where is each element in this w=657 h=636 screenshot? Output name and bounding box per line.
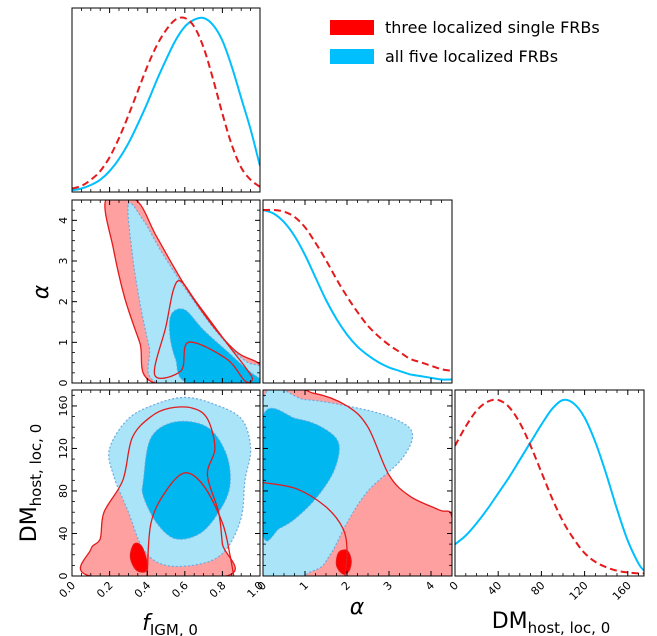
x-tick-label: 3 xyxy=(381,579,395,593)
contour-red-outer-line xyxy=(263,390,452,576)
marginal-line-five-frbs xyxy=(455,398,644,572)
contour-red-core xyxy=(335,549,352,575)
plot-area xyxy=(72,16,260,192)
contour-blue-inner xyxy=(168,308,260,383)
plot-area xyxy=(455,398,644,575)
contour-red-outer-line xyxy=(79,406,236,576)
contour-blue-inner xyxy=(141,420,231,540)
legend: three localized single FRBs all five loca… xyxy=(330,18,600,66)
contour-red-inner-line xyxy=(153,280,254,383)
panel-frame xyxy=(71,7,261,193)
x-tick-label: 0.0 xyxy=(57,579,79,601)
contour-blue-inner xyxy=(263,407,340,542)
legend-label: all five localized FRBs xyxy=(385,47,558,66)
panel-f-marginal xyxy=(71,7,261,193)
contour-red-inner-line xyxy=(146,472,235,576)
x-tick-label: 0.4 xyxy=(132,579,154,601)
x-axis-title-alpha: α xyxy=(350,595,365,620)
legend-label: three localized single FRBs xyxy=(385,18,600,37)
marginal-line-three-frbs xyxy=(72,16,260,190)
x-tick-label: 0.2 xyxy=(94,579,116,601)
x-tick-label: 1 xyxy=(297,579,311,593)
contour-red-outer-line xyxy=(104,200,260,383)
legend-swatch xyxy=(330,49,374,64)
x-tick-label: 160 xyxy=(610,579,634,603)
plot-area xyxy=(79,396,252,576)
x-tick-label: 0.6 xyxy=(169,579,191,601)
legend-swatch xyxy=(330,20,374,35)
panel-dm-marginal: 0 40 80 120 160 xyxy=(447,389,645,603)
y-tick-label: 0 xyxy=(57,380,70,387)
y-axis-title-alpha: α xyxy=(29,284,54,299)
x-tick-label: 2 xyxy=(339,579,353,593)
y-tick-label: 160 xyxy=(57,395,70,416)
x-axis-title-dm: DMhost, loc, 0 xyxy=(492,609,611,636)
y-tick-label: 0 xyxy=(57,573,70,580)
x-tick-label: 120 xyxy=(567,579,591,603)
x-axis-title-f: fIGM, 0 xyxy=(142,611,198,636)
contour-blue-outer xyxy=(127,202,260,383)
x-tick-label: 4 xyxy=(423,579,437,593)
plot-area xyxy=(263,390,452,576)
marginal-line-five-frbs xyxy=(72,16,260,192)
y-tick-label: 4 xyxy=(57,217,70,224)
plot-area xyxy=(104,200,260,383)
y-tick-label: 1 xyxy=(57,339,70,346)
x-tick-label: 0 xyxy=(447,579,461,593)
panel-f-alpha: 0 1 2 3 4 xyxy=(57,199,261,387)
x-tick-label: 80 xyxy=(528,579,547,598)
y-tick-label: 120 xyxy=(57,438,70,459)
x-tick-label: 0.8 xyxy=(207,579,229,601)
marginal-line-three-frbs xyxy=(263,208,452,372)
y-tick-label: 40 xyxy=(57,526,70,540)
x-tick-label: 40 xyxy=(485,579,504,598)
panel-alpha-marginal xyxy=(262,199,453,384)
plot-area xyxy=(263,208,452,381)
marginal-line-five-frbs xyxy=(263,209,452,381)
panel-frame xyxy=(262,199,453,384)
y-tick-label: 80 xyxy=(57,484,70,498)
y-axis-title-dm: DMhost, loc, 0 xyxy=(17,424,45,543)
y-tick-label: 2 xyxy=(57,298,70,305)
y-tick-label: 3 xyxy=(57,258,70,265)
marginal-line-three-frbs xyxy=(455,398,644,575)
contour-red-inner-line xyxy=(263,481,348,576)
panel-frame xyxy=(454,389,645,577)
axis-titles: fIGM, 0 α DMhost, loc, 0 α DMhost, loc, 0 xyxy=(17,284,610,636)
